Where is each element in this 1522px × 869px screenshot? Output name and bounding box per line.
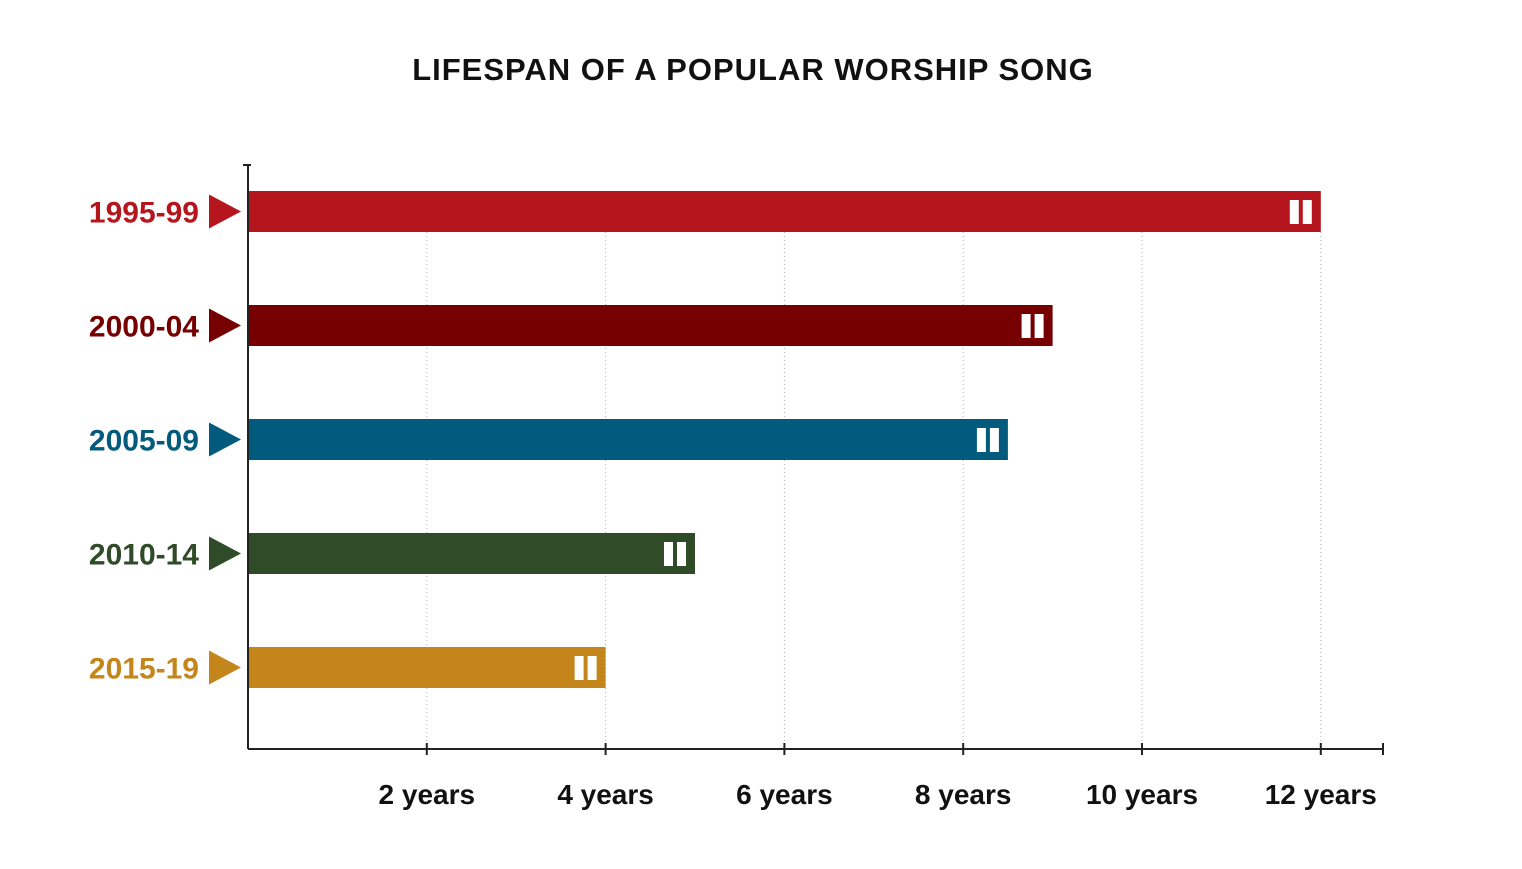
- pause-icon-right: [587, 656, 597, 680]
- category-label-2000-04: 2000-04: [89, 311, 199, 344]
- x-tick-label-5: 12 years: [1265, 779, 1377, 810]
- pause-icon-right: [677, 542, 686, 566]
- pause-icon-right: [1034, 314, 1044, 338]
- pause-icon-left: [574, 656, 584, 680]
- bar-2000-04: [248, 305, 1053, 346]
- x-tick-label-1: 4 years: [557, 779, 654, 810]
- pause-icon-right: [1302, 200, 1312, 224]
- category-label-2015-19: 2015-19: [89, 653, 199, 686]
- category-label-2010-14: 2010-14: [89, 539, 199, 572]
- pause-icon: [1021, 314, 1044, 338]
- bar-2015-19: [248, 647, 606, 688]
- x-tick-label-3: 8 years: [915, 779, 1012, 810]
- category-label-2005-09: 2005-09: [89, 425, 199, 458]
- pause-icon-left: [976, 428, 986, 452]
- pause-icon: [1289, 200, 1312, 224]
- x-tick-label-2: 6 years: [736, 779, 833, 810]
- pause-icon-right: [989, 428, 999, 452]
- bar-2010-14: [248, 533, 695, 574]
- pause-icon: [574, 656, 597, 680]
- pause-icon: [664, 542, 686, 566]
- pause-icon-left: [664, 542, 673, 566]
- arrow-icon-2015-19: [209, 650, 241, 685]
- bars: [248, 191, 1321, 688]
- bar-1995-99: [248, 191, 1321, 232]
- pause-icon: [976, 428, 999, 452]
- x-tick-label-4: 10 years: [1086, 779, 1198, 810]
- labels: 1995-99 2000-04 2005-09 2010-14 2015-19 2 yea…: [89, 194, 1377, 810]
- arrow-icon-1995-99: [209, 194, 241, 229]
- bar-2005-09: [248, 419, 1008, 460]
- axes: [243, 164, 1384, 755]
- arrow-icon-2005-09: [209, 422, 241, 457]
- pause-icon-left: [1289, 200, 1299, 224]
- arrow-icon-2000-04: [209, 308, 241, 343]
- pause-icon-left: [1021, 314, 1031, 338]
- x-tick-label-0: 2 years: [379, 779, 476, 810]
- chart-title: LIFESPAN OF A POPULAR WORSHIP SONG: [412, 52, 1094, 87]
- category-label-1995-99: 1995-99: [89, 197, 199, 230]
- arrow-icon-2010-14: [209, 536, 241, 571]
